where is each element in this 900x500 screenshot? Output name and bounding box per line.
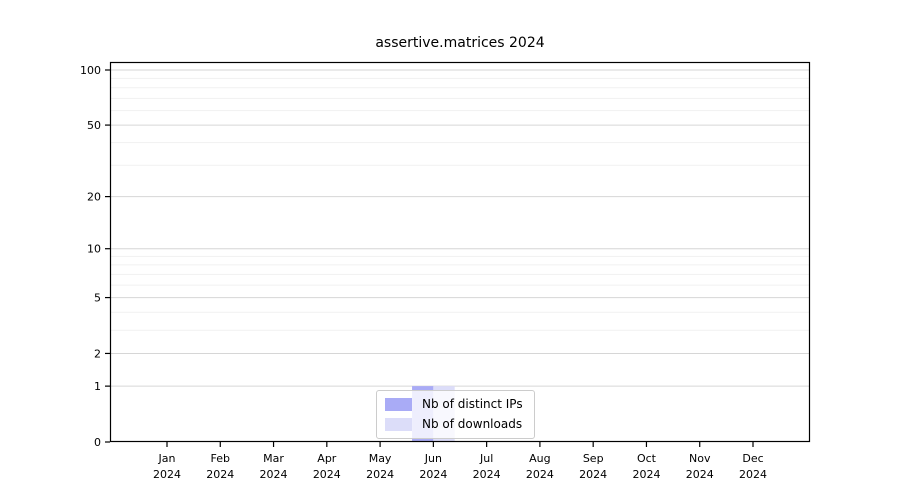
y-tick-label: 10 (87, 243, 101, 256)
x-tick-label-year: 2024 (313, 468, 341, 481)
y-tick-label: 5 (94, 292, 101, 305)
legend-label-downloads: Nb of downloads (422, 417, 523, 431)
x-tick-label-month: May (369, 452, 392, 465)
chart-title: assertive.matrices 2024 (375, 35, 545, 51)
x-tick-label-month: Jan (158, 452, 176, 465)
x-tick-label-year: 2024 (526, 468, 554, 481)
plot-border (109, 61, 811, 443)
x-tick-label-month: Jun (424, 452, 442, 465)
x-tick-label-month: Apr (317, 452, 337, 465)
y-tick-label: 0 (94, 436, 101, 449)
x-tick-label-month: Sep (583, 452, 604, 465)
y-tick-label: 2 (94, 347, 101, 360)
y-tick-label: 1 (94, 380, 101, 393)
x-tick-label-year: 2024 (739, 468, 767, 481)
y-tick-label: 20 (87, 191, 101, 204)
x-tick-label-year: 2024 (419, 468, 447, 481)
y-tick-label: 50 (87, 119, 101, 132)
x-tick-label-year: 2024 (153, 468, 181, 481)
x-tick-label-year: 2024 (686, 468, 714, 481)
x-tick-label-month: Aug (529, 452, 550, 465)
x-tick-label-year: 2024 (579, 468, 607, 481)
legend-item-downloads: Nb of downloads (385, 417, 523, 432)
x-tick-label-year: 2024 (473, 468, 501, 481)
x-tick-label-month: Feb (211, 452, 230, 465)
x-tick-label-month: Mar (263, 452, 284, 465)
legend-swatch-downloads-icon (385, 418, 412, 431)
x-tick-label-month: Nov (689, 452, 711, 465)
y-tick-label: 100 (80, 64, 101, 77)
x-tick-label-month: Jul (479, 452, 493, 465)
x-tick-label-month: Dec (742, 452, 763, 465)
x-tick-label-year: 2024 (366, 468, 394, 481)
legend-swatch-distinct-ips-icon (385, 398, 412, 411)
x-tick-label-year: 2024 (632, 468, 660, 481)
legend: Nb of distinct IPs Nb of downloads (376, 390, 535, 439)
x-tick-label-year: 2024 (206, 468, 234, 481)
legend-item-distinct-ips: Nb of distinct IPs (385, 397, 523, 412)
x-tick-label-month: Oct (637, 452, 657, 465)
legend-label-distinct-ips: Nb of distinct IPs (422, 397, 523, 411)
x-tick-label-year: 2024 (260, 468, 288, 481)
